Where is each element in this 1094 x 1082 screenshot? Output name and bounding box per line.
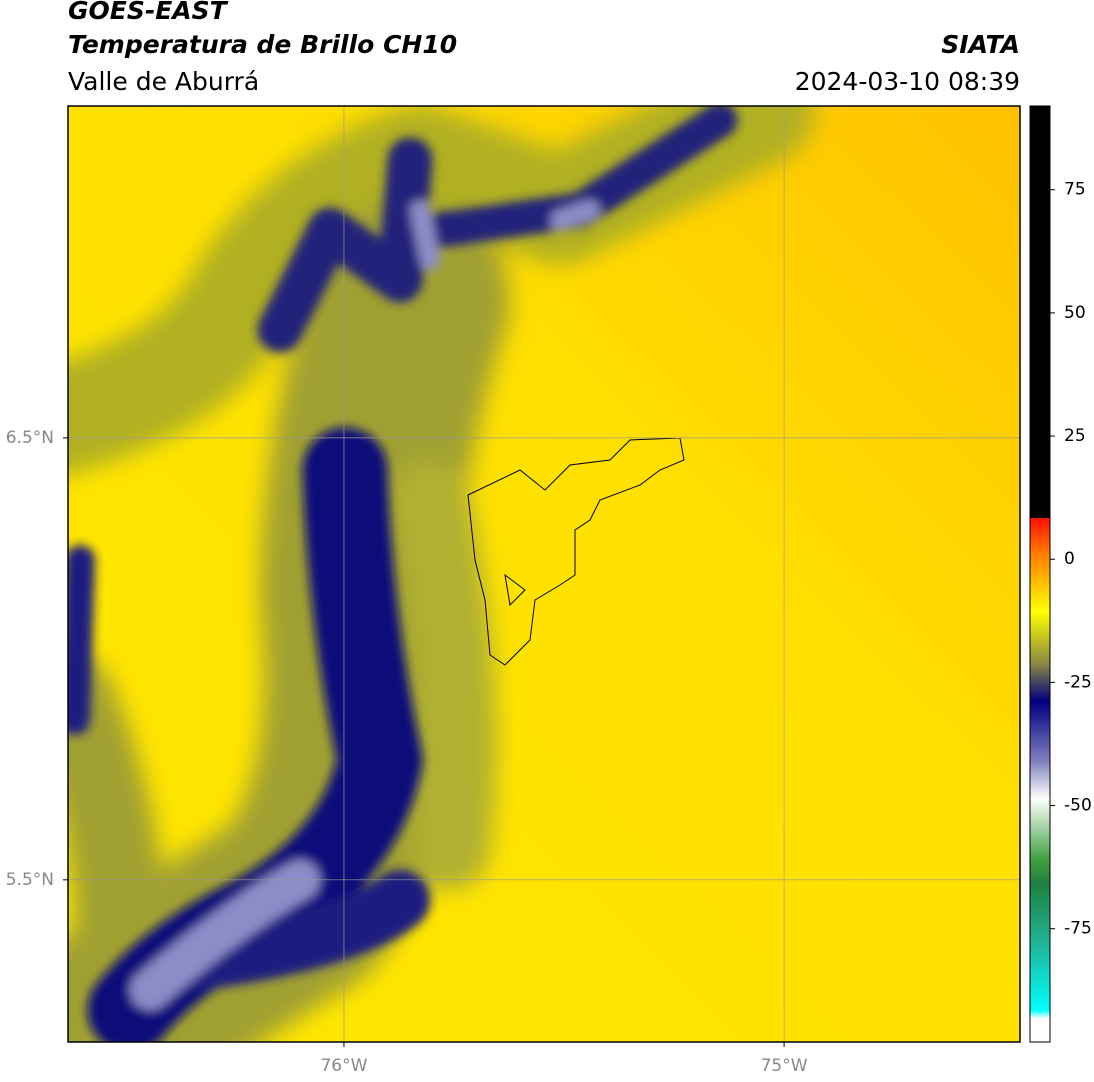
- satellite-image: [68, 106, 1020, 1042]
- x-tick-label: 75°W: [761, 1056, 808, 1076]
- region: Valle de Aburrá: [68, 67, 259, 96]
- timestamp: 2024-03-10 08:39: [795, 67, 1020, 96]
- colorbar-label: -25: [1064, 672, 1092, 692]
- grid: [68, 106, 1020, 1042]
- colorbar-label: -75: [1064, 919, 1092, 939]
- colorbar-label: 50: [1064, 303, 1086, 323]
- colorbar-label: 25: [1064, 426, 1086, 446]
- x-tick-label: 76°W: [320, 1056, 367, 1076]
- colorbar: [1029, 105, 1051, 1043]
- colorbar-label: -50: [1064, 796, 1092, 816]
- title: GOES-EAST: [68, 0, 229, 25]
- map-frame: [67, 105, 1021, 1043]
- y-tick-label: 6.5°N: [6, 428, 54, 448]
- valley-outline: [467, 437, 685, 666]
- colorbar-label: 0: [1064, 549, 1075, 569]
- colorbar-label: 75: [1064, 180, 1086, 200]
- y-tick-label: 5.5°N: [6, 870, 54, 890]
- source: SIATA: [941, 30, 1020, 59]
- subtitle: Temperatura de Brillo CH10: [68, 30, 457, 59]
